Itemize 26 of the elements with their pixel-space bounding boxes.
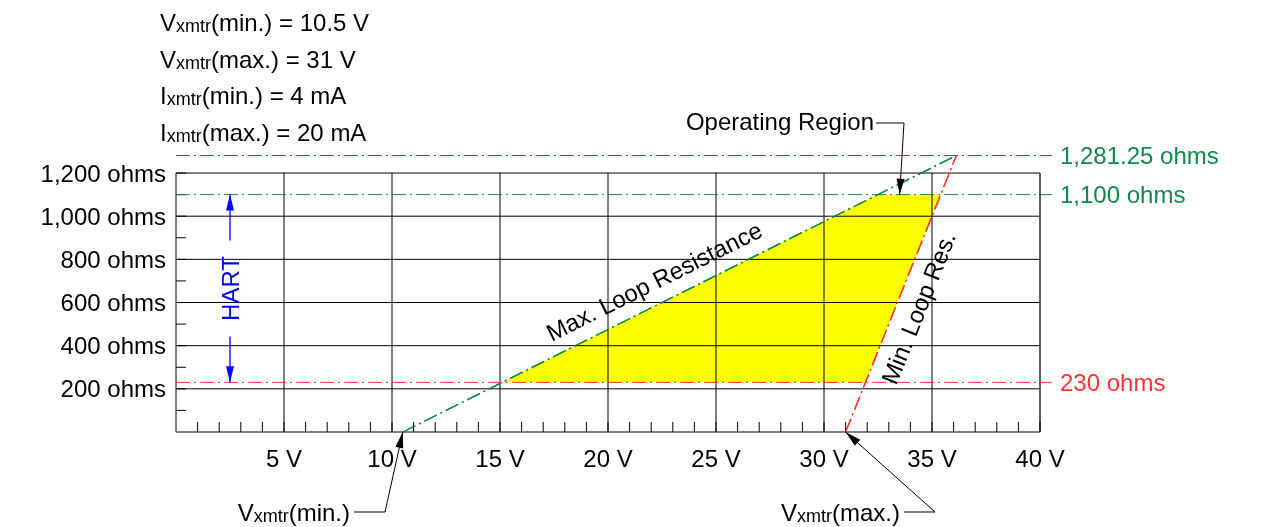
annotation: Vxmtr(max.) bbox=[780, 499, 900, 526]
text: Ixmtr(min.) = 4 mA bbox=[160, 82, 347, 109]
text: Vxmtr(max.) = 31 V bbox=[160, 45, 356, 73]
x-tick-label: 35 V bbox=[907, 445, 957, 472]
annotation: Operating Region bbox=[685, 108, 874, 135]
text: Vxmtr(min.) = 10.5 V bbox=[160, 9, 370, 36]
x-tick-label: 10 V bbox=[367, 445, 417, 472]
y-tick-label: 200 ohms bbox=[60, 375, 166, 403]
ref-line-label: 1,100 ohms bbox=[1060, 181, 1186, 209]
y-tick-label: 1,000 ohms bbox=[40, 202, 166, 230]
x-tick-label: 5 V bbox=[265, 445, 303, 472]
ref-line-label: 230 ohms bbox=[1060, 368, 1166, 396]
x-tick-label: 40 V bbox=[1015, 445, 1065, 472]
y-tick-label: 400 ohms bbox=[60, 332, 166, 360]
text: Ixmtr(max.) = 20 mA bbox=[160, 118, 367, 146]
annotation: HART bbox=[216, 255, 244, 321]
annotation: Vxmtr(min.) bbox=[237, 499, 350, 526]
ref-line-label: 1,281.25 ohms bbox=[1060, 142, 1219, 169]
x-tick-label: 25 V bbox=[691, 445, 741, 472]
x-tick-label: 20 V bbox=[583, 445, 633, 472]
y-tick-label: 800 ohms bbox=[60, 245, 166, 273]
x-tick-label: 30 V bbox=[799, 445, 849, 472]
x-tick-label: 15 V bbox=[475, 445, 525, 472]
y-tick-label: 600 ohms bbox=[60, 289, 166, 317]
y-tick-label: 1,200 ohms bbox=[40, 159, 166, 187]
annotation: Min. Loop Res. bbox=[875, 227, 962, 388]
